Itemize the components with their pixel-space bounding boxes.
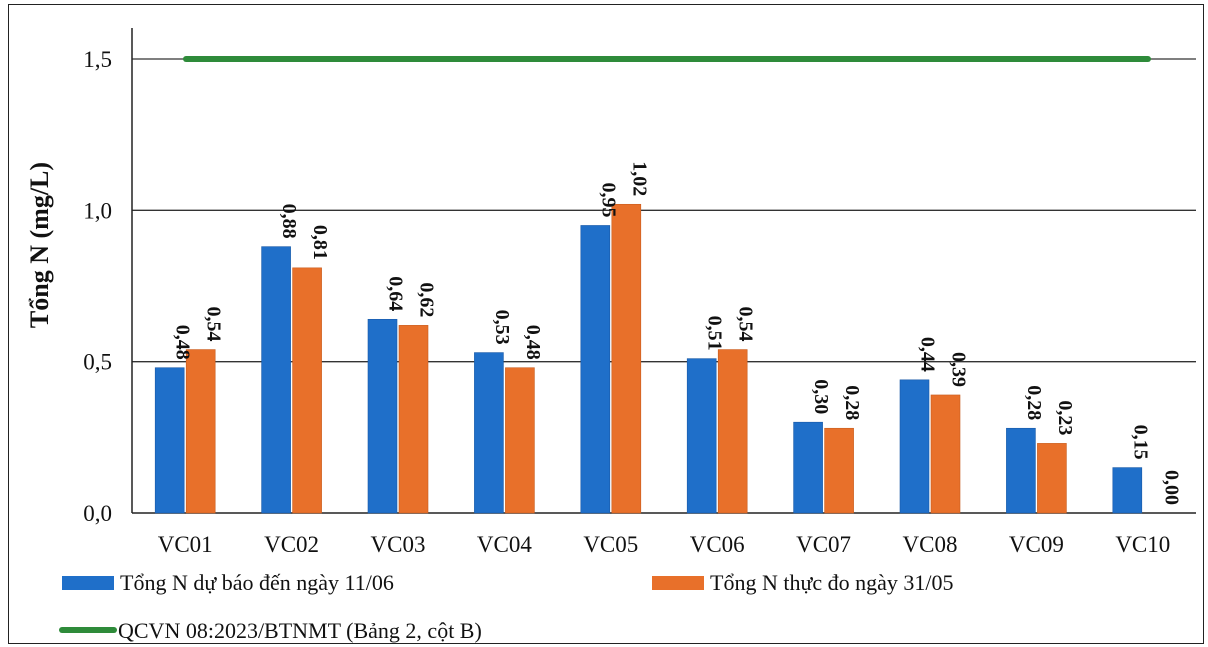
data-label: 1,02 xyxy=(628,161,650,196)
bar-measured xyxy=(824,427,854,514)
data-label: 0,00 xyxy=(1160,470,1182,505)
x-tick-label: VC04 xyxy=(477,532,532,557)
x-tick-label: VC06 xyxy=(690,532,745,557)
data-label: 0,81 xyxy=(309,225,331,260)
bar-measured xyxy=(292,267,322,514)
x-tick-label: VC10 xyxy=(1115,532,1170,557)
data-label: 0,15 xyxy=(1129,425,1151,460)
bar-forecast xyxy=(474,352,504,514)
y-tick-label: 1,0 xyxy=(83,198,112,223)
data-label: 0,95 xyxy=(597,182,619,217)
legend-label-forecast: Tổng N dự báo đến ngày 11/06 xyxy=(120,570,394,595)
data-label: 0,62 xyxy=(416,282,438,317)
data-label: 0,30 xyxy=(810,379,832,414)
chart-frame xyxy=(8,4,1204,644)
legend-label-threshold: QCVN 08:2023/BTNMT (Bảng 2, cột B) xyxy=(118,618,482,643)
bar-forecast xyxy=(261,246,291,514)
data-label: 0,28 xyxy=(1023,385,1045,420)
x-tick-label: VC09 xyxy=(1009,532,1064,557)
y-tick-label: 0,0 xyxy=(83,501,112,526)
data-label: 0,64 xyxy=(385,276,407,311)
legend-label-measured: Tổng N thực đo ngày 31/05 xyxy=(710,570,954,595)
y-tick-label: 1,5 xyxy=(83,47,112,72)
bar-measured xyxy=(398,325,429,514)
x-tick-label: VC02 xyxy=(264,532,319,557)
bar-measured xyxy=(185,349,216,514)
bar-forecast xyxy=(367,318,398,514)
bar-measured xyxy=(717,349,748,514)
data-label: 0,51 xyxy=(704,316,726,351)
data-label: 0,44 xyxy=(917,337,939,372)
data-label: 0,54 xyxy=(203,307,225,342)
bar-forecast xyxy=(154,367,185,514)
x-tick-label: VC05 xyxy=(583,532,638,557)
bar-measured xyxy=(505,367,535,514)
bars xyxy=(154,203,1143,514)
legend-swatch-measured xyxy=(652,576,704,590)
bar-forecast xyxy=(686,358,717,514)
data-label: 0,39 xyxy=(948,352,970,387)
x-tick-label: VC01 xyxy=(158,532,213,557)
data-label: 0,53 xyxy=(491,310,513,345)
legend: Tổng N dự báo đến ngày 11/06 Tổng N thực … xyxy=(59,570,954,643)
x-tick-label: VC03 xyxy=(371,532,426,557)
bar-forecast xyxy=(580,225,611,514)
x-tick-label: VC08 xyxy=(903,532,958,557)
bar-measured xyxy=(611,203,642,514)
legend-swatch-forecast xyxy=(62,576,114,590)
y-tick-label: 0,5 xyxy=(83,350,112,375)
data-label: 0,28 xyxy=(841,385,863,420)
bar-forecast xyxy=(1112,467,1143,514)
data-label: 0,88 xyxy=(278,204,300,239)
data-labels: 0,48 0,54 0,88 0,81 0,64 0,62 0,53 0,48 0,95 1,02… xyxy=(172,161,1183,505)
bar-forecast xyxy=(899,379,930,514)
bar-forecast xyxy=(1006,427,1036,514)
data-label: 0,54 xyxy=(735,307,757,342)
data-label: 0,23 xyxy=(1054,400,1076,435)
bar-forecast xyxy=(793,421,823,514)
data-label: 0,48 xyxy=(522,325,544,360)
y-axis-label: Tổng N (mg/L) xyxy=(25,162,54,328)
bar-measured xyxy=(1037,443,1067,514)
x-tick-label: VC07 xyxy=(796,532,851,557)
bar-measured xyxy=(930,394,961,514)
data-label: 0,48 xyxy=(172,325,194,360)
